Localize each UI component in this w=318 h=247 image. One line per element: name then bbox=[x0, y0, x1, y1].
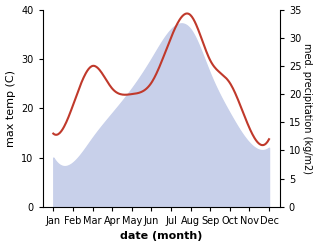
Y-axis label: max temp (C): max temp (C) bbox=[5, 70, 16, 147]
X-axis label: date (month): date (month) bbox=[120, 231, 202, 242]
Y-axis label: med. precipitation (kg/m2): med. precipitation (kg/m2) bbox=[302, 43, 313, 174]
